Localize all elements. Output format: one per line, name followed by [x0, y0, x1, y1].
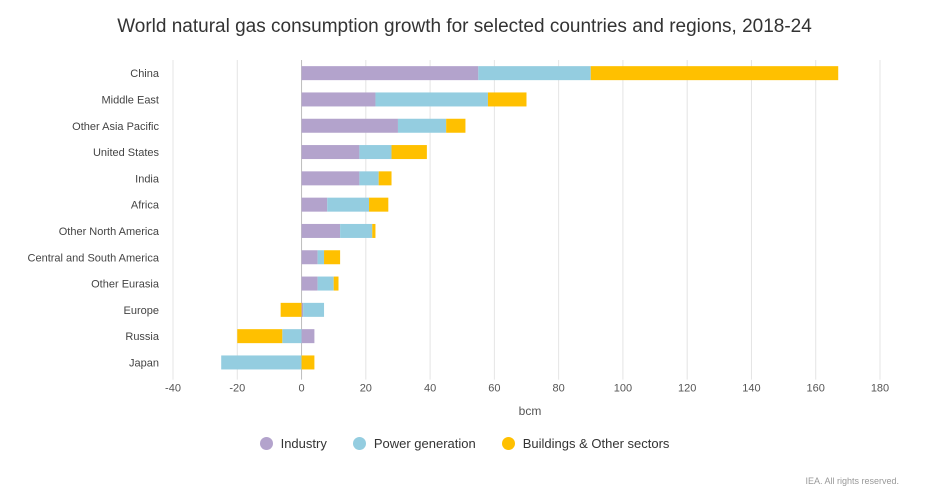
bar-segment: [317, 250, 325, 265]
legend-item: Industry: [259, 436, 327, 451]
bar-segment: [324, 250, 341, 265]
legend-item: Buildings & Other sectors: [501, 436, 670, 451]
bar-segment: [487, 92, 527, 107]
category-label: India: [135, 173, 160, 185]
x-tick-label: 80: [553, 383, 565, 395]
category-label: Africa: [131, 200, 160, 212]
x-tick-label: -40: [165, 383, 181, 395]
x-tick-label: 40: [424, 383, 436, 395]
bar-chart: -40 -20 0 20 40 60 80 100 120 140 160 180 China Middl…: [28, 60, 889, 418]
bar-segment: [301, 250, 318, 265]
bar-segment: [327, 197, 370, 212]
bar-segment: [391, 145, 427, 160]
category-label: United States: [93, 147, 160, 159]
x-tick-label: 100: [614, 383, 632, 395]
bar-segment: [301, 302, 304, 317]
bar-segment: [221, 355, 302, 370]
legend-swatch: [352, 437, 366, 450]
x-tick-label: 180: [871, 383, 889, 395]
x-tick-label: 20: [360, 383, 372, 395]
bar-segment: [301, 171, 360, 186]
bar-segment: [301, 145, 360, 160]
legend-swatch: [259, 437, 273, 450]
legend-label: Buildings & Other sectors: [522, 436, 670, 451]
x-tick-label: 0: [298, 383, 304, 395]
category-label: Other Asia Pacific: [72, 121, 159, 133]
bar-segment: [478, 66, 591, 81]
x-tick-label: 140: [742, 383, 760, 395]
bar-segment: [237, 329, 283, 344]
bar-segment: [317, 276, 334, 291]
x-axis-label: bcm: [519, 404, 542, 418]
bar-segment: [301, 66, 479, 81]
bar-segment: [301, 197, 328, 212]
legend-item: Power generation: [352, 436, 476, 451]
footnote: IEA. All rights reserved.: [805, 476, 899, 486]
bar-segment: [372, 223, 376, 238]
category-label: Other North America: [59, 226, 160, 238]
bar-segment: [301, 118, 398, 133]
x-tick-label: 120: [678, 383, 696, 395]
bar-segment: [375, 92, 488, 107]
bar-segment: [446, 118, 466, 133]
bar-segment: [340, 223, 373, 238]
x-tick-label: -20: [229, 383, 245, 395]
legend-swatch: [501, 437, 515, 450]
bar-segment: [282, 329, 302, 344]
bar-segment: [303, 302, 325, 317]
chart-title: World natural gas consumption growth for…: [117, 16, 812, 37]
bar-segment: [590, 66, 839, 81]
x-tick-label: 60: [488, 383, 500, 395]
bar-segment: [301, 92, 376, 107]
legend-label: Industry: [280, 436, 327, 451]
bar-segment: [301, 223, 341, 238]
bar-segment: [301, 329, 315, 344]
category-label: Japan: [129, 357, 159, 369]
bar-segment: [280, 302, 302, 317]
bar-segment: [359, 171, 379, 186]
category-label: China: [130, 68, 160, 80]
category-label: Middle East: [102, 94, 159, 106]
bar-segment: [397, 118, 447, 133]
category-label: Russia: [125, 331, 160, 343]
category-label: Central and South America: [28, 252, 160, 264]
bar-segment: [369, 197, 389, 212]
legend: Industry Power generation Buildings & Othe…: [0, 436, 929, 451]
bar-segment: [333, 276, 339, 291]
category-label: Europe: [124, 305, 159, 317]
bar-segment: [378, 171, 392, 186]
legend-label: Power generation: [373, 436, 476, 451]
bar-segment: [301, 276, 318, 291]
bar-segment: [301, 355, 315, 370]
category-label: Other Eurasia: [91, 279, 160, 291]
x-tick-label: 160: [807, 383, 825, 395]
bar-segment: [359, 145, 392, 160]
